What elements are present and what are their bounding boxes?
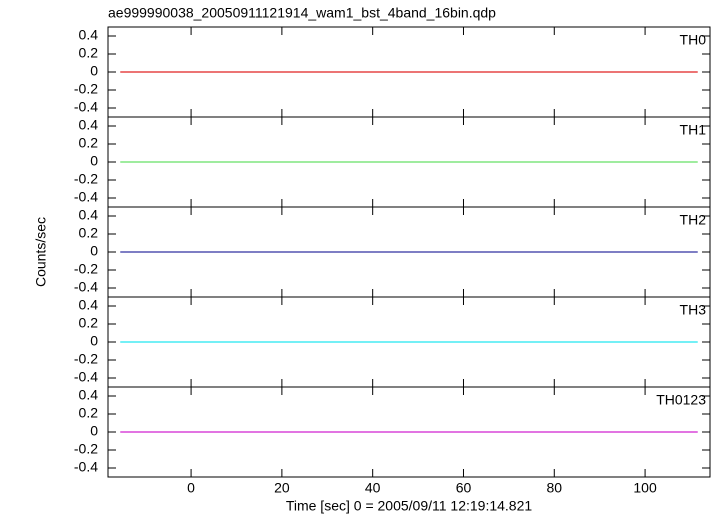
y-tick-label: -0.2 (74, 81, 98, 97)
x-tick-label: 60 (456, 480, 472, 496)
y-tick-label: -0.2 (74, 441, 98, 457)
y-tick-label: 0.4 (79, 117, 99, 133)
panel-label: TH1 (680, 122, 707, 138)
panel-label: TH2 (680, 212, 707, 228)
y-tick-label: 0.4 (79, 207, 99, 223)
y-tick-label: 0 (90, 153, 98, 169)
y-tick-label: 0.2 (79, 45, 99, 61)
panel-label: TH0123 (656, 392, 706, 408)
y-tick-label: 0 (90, 243, 98, 259)
x-axis-label: Time [sec] 0 = 2005/09/11 12:19:14.821 (286, 498, 533, 514)
y-tick-label: 0 (90, 63, 98, 79)
y-tick-label: 0.2 (79, 315, 99, 331)
y-axis-label: Counts/sec (33, 217, 49, 287)
y-tick-label: -0.4 (74, 99, 98, 115)
x-tick-label: 80 (546, 480, 562, 496)
y-tick-label: 0.4 (79, 387, 99, 403)
y-tick-label: -0.2 (74, 171, 98, 187)
y-tick-label: -0.4 (74, 369, 98, 385)
y-tick-label: 0.2 (79, 405, 99, 421)
panel-label: TH3 (680, 302, 707, 318)
y-tick-label: 0.4 (79, 297, 99, 313)
y-tick-label: -0.4 (74, 279, 98, 295)
x-tick-label: 100 (633, 480, 657, 496)
y-tick-label: 0 (90, 333, 98, 349)
y-tick-label: -0.2 (74, 351, 98, 367)
y-tick-label: -0.4 (74, 459, 98, 475)
y-tick-label: 0.2 (79, 225, 99, 241)
x-tick-label: 20 (274, 480, 290, 496)
x-tick-label: 40 (365, 480, 381, 496)
y-tick-label: 0.4 (79, 27, 99, 43)
chart-title: ae999990038_20050911121914_wam1_bst_4ban… (108, 5, 496, 21)
y-tick-label: -0.4 (74, 189, 98, 205)
x-tick-label: 0 (187, 480, 195, 496)
y-tick-label: 0.2 (79, 135, 99, 151)
y-tick-label: 0 (90, 423, 98, 439)
y-tick-label: -0.2 (74, 261, 98, 277)
panel-label: TH0 (680, 32, 707, 48)
